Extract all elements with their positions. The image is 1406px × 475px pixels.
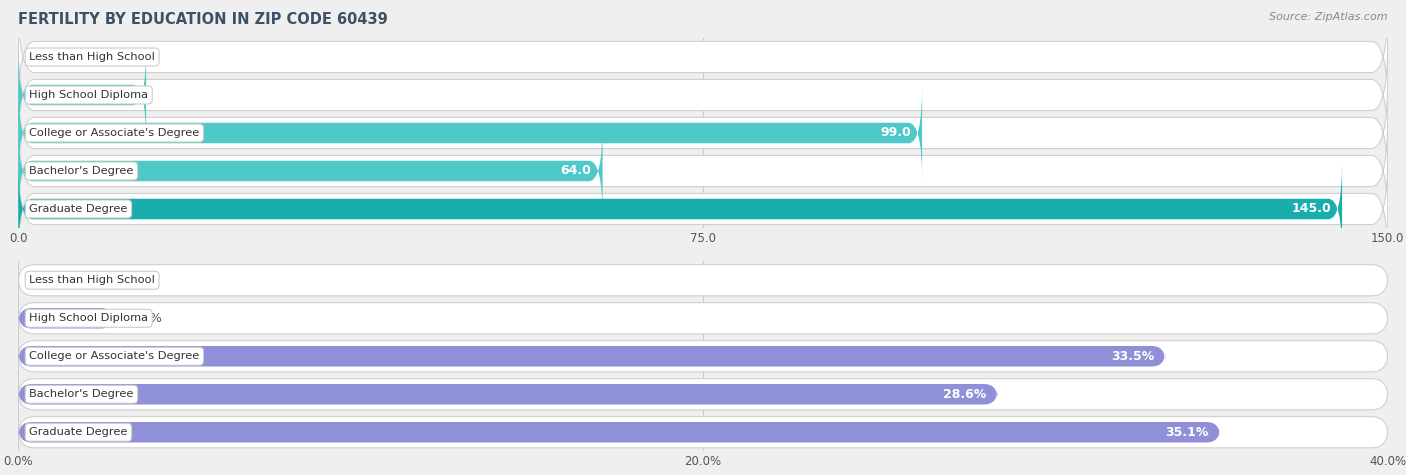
FancyBboxPatch shape — [18, 379, 1388, 410]
Text: High School Diploma: High School Diploma — [30, 313, 148, 323]
Text: Graduate Degree: Graduate Degree — [30, 427, 128, 437]
Text: Bachelor's Degree: Bachelor's Degree — [30, 166, 134, 176]
Text: 99.0: 99.0 — [880, 126, 911, 140]
Text: 14.0: 14.0 — [104, 88, 135, 102]
Text: 35.1%: 35.1% — [1166, 426, 1209, 439]
Text: Graduate Degree: Graduate Degree — [30, 204, 128, 214]
Text: Less than High School: Less than High School — [30, 275, 155, 285]
FancyBboxPatch shape — [18, 118, 1388, 224]
FancyBboxPatch shape — [18, 384, 997, 405]
Text: Less than High School: Less than High School — [30, 52, 155, 62]
Text: 64.0: 64.0 — [561, 164, 592, 178]
Text: High School Diploma: High School Diploma — [30, 90, 148, 100]
FancyBboxPatch shape — [18, 86, 922, 180]
FancyBboxPatch shape — [18, 48, 146, 142]
FancyBboxPatch shape — [18, 80, 1388, 186]
FancyBboxPatch shape — [18, 303, 1388, 334]
FancyBboxPatch shape — [18, 346, 1166, 367]
Text: 0.0%: 0.0% — [35, 274, 66, 287]
Text: 33.5%: 33.5% — [1111, 350, 1154, 363]
FancyBboxPatch shape — [18, 422, 1220, 443]
Text: 28.6%: 28.6% — [943, 388, 987, 401]
FancyBboxPatch shape — [18, 162, 1343, 256]
Text: Bachelor's Degree: Bachelor's Degree — [30, 389, 134, 399]
FancyBboxPatch shape — [18, 417, 1388, 448]
FancyBboxPatch shape — [18, 308, 114, 329]
FancyBboxPatch shape — [18, 124, 603, 218]
FancyBboxPatch shape — [18, 341, 1388, 372]
FancyBboxPatch shape — [18, 156, 1388, 262]
Text: College or Associate's Degree: College or Associate's Degree — [30, 128, 200, 138]
Text: Source: ZipAtlas.com: Source: ZipAtlas.com — [1270, 12, 1388, 22]
FancyBboxPatch shape — [18, 265, 1388, 296]
Text: College or Associate's Degree: College or Associate's Degree — [30, 351, 200, 361]
FancyBboxPatch shape — [18, 4, 1388, 110]
Text: 2.8%: 2.8% — [131, 312, 163, 325]
Text: 145.0: 145.0 — [1291, 202, 1331, 216]
Text: FERTILITY BY EDUCATION IN ZIP CODE 60439: FERTILITY BY EDUCATION IN ZIP CODE 60439 — [18, 12, 388, 27]
FancyBboxPatch shape — [18, 42, 1388, 148]
Text: 0.0: 0.0 — [35, 50, 55, 64]
